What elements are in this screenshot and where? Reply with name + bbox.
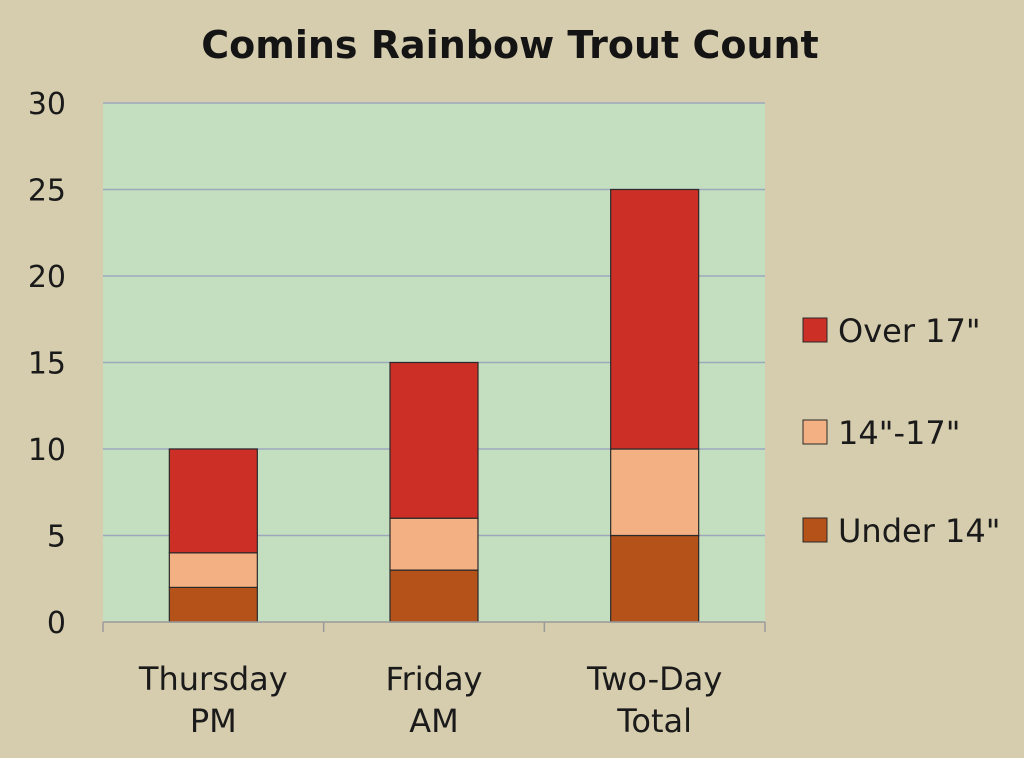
y-axis-ticks: 0 5 10 15 20 25 30 (28, 87, 66, 641)
y-tick-label: 25 (28, 174, 66, 209)
legend-label: 14"-17" (838, 414, 960, 452)
bar-segment (389, 361, 479, 519)
x-tick-label: AM (409, 702, 459, 740)
legend-label: Over 17" (838, 312, 981, 350)
y-tick-label: 30 (28, 87, 66, 122)
legend-swatch (802, 517, 828, 543)
y-tick-label: 15 (28, 347, 66, 382)
bar-segment (610, 534, 700, 623)
legend: Over 17" 14"-17" Under 14" (802, 312, 1000, 550)
y-tick-label: 20 (28, 260, 66, 295)
y-tick-label: 5 (47, 520, 66, 555)
x-tick-label: Two-Day (586, 660, 722, 698)
x-tick-label: Friday (386, 660, 483, 698)
bar-segment (168, 586, 258, 623)
bar-segment (389, 517, 479, 571)
bar-segment (168, 448, 258, 554)
legend-label: Under 14" (838, 512, 1000, 550)
bar-segment (610, 188, 700, 450)
chart-title: Comins Rainbow Trout Count (201, 23, 818, 67)
legend-swatch (802, 317, 828, 343)
bars (168, 188, 700, 623)
x-tick-label: PM (190, 702, 237, 740)
x-tick-label: Thursday (138, 660, 288, 698)
bar-segment (610, 448, 700, 537)
y-tick-label: 0 (47, 606, 66, 641)
x-tick-label: Total (616, 702, 692, 740)
bar-segment (168, 552, 258, 588)
legend-swatch (802, 419, 828, 445)
y-tick-label: 10 (28, 433, 66, 468)
x-axis: Thursday PM Friday AM Two-Day Total (102, 621, 766, 740)
bar-segment (389, 569, 479, 623)
